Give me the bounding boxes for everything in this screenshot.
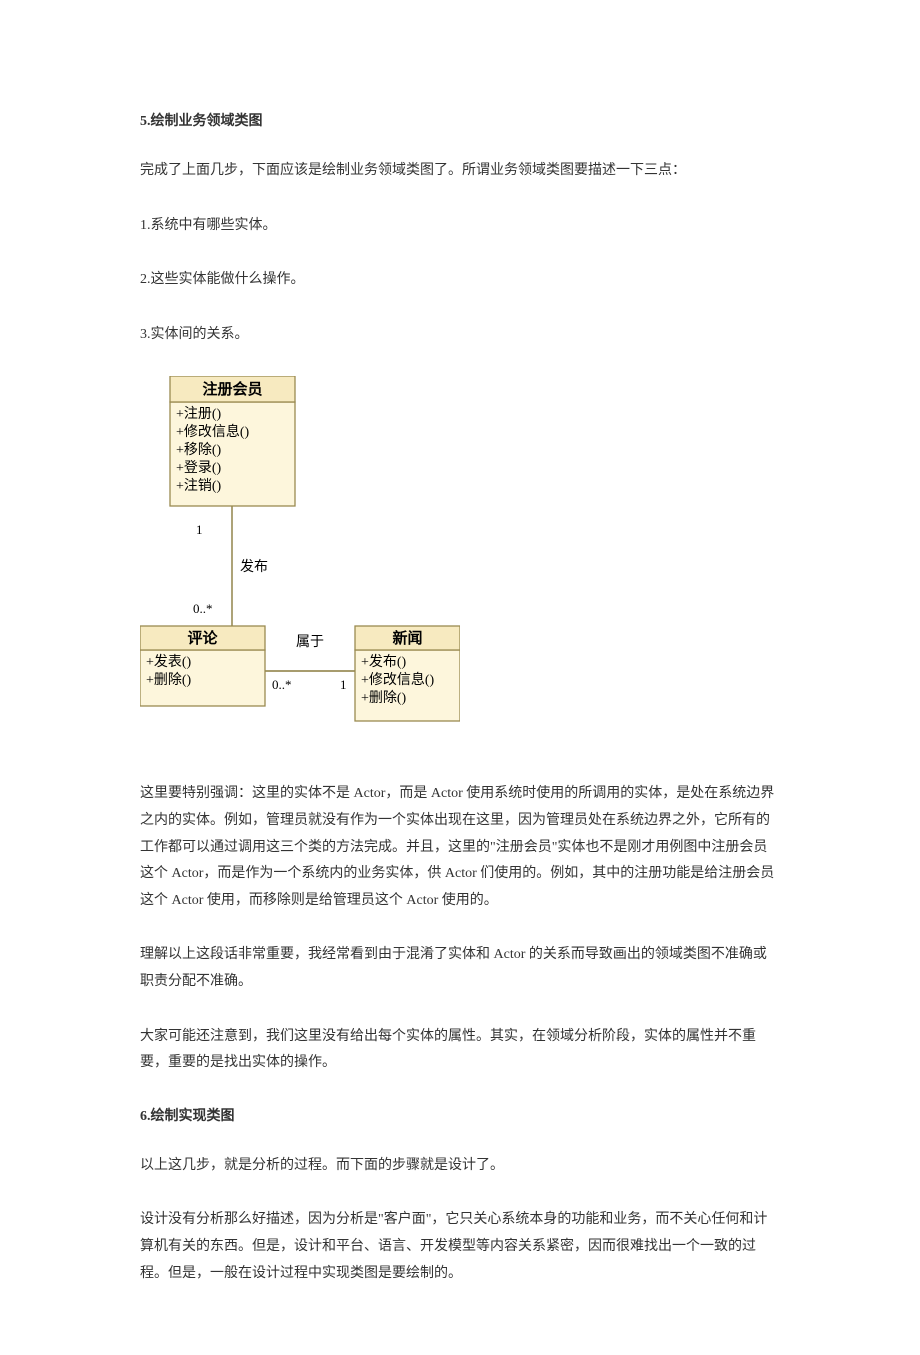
class-diagram: 注册会员+注册()+修改信息()+移除()+登录()+注销()评论+发表()+删… <box>140 376 780 751</box>
list-item-1: 1.系统中有哪些实体。 <box>140 213 780 240</box>
svg-text:+删除(): +删除() <box>146 672 192 688</box>
svg-text:注册会员: 注册会员 <box>202 380 262 398</box>
svg-text:属于: 属于 <box>296 635 324 650</box>
svg-text:1: 1 <box>196 522 203 537</box>
svg-text:+登录(): +登录() <box>176 460 222 476</box>
svg-text:+删除(): +删除() <box>361 690 407 706</box>
svg-text:新闻: 新闻 <box>392 629 422 647</box>
svg-text:0..*: 0..* <box>193 601 213 616</box>
svg-text:+发表(): +发表() <box>146 654 192 670</box>
intro-paragraph: 完成了上面几步，下面应该是绘制业务领域类图了。所谓业务领域类图要描述一下三点： <box>140 158 780 185</box>
section-6-heading: 6.绘制实现类图 <box>140 1105 780 1125</box>
svg-text:评论: 评论 <box>187 629 218 647</box>
design-paragraph-1: 以上这几步，就是分析的过程。而下面的步骤就是设计了。 <box>140 1153 780 1180</box>
svg-text:+修改信息(): +修改信息() <box>361 671 435 688</box>
svg-text:发布: 发布 <box>240 559 268 575</box>
svg-text:1: 1 <box>340 677 347 692</box>
list-item-2: 2.这些实体能做什么操作。 <box>140 267 780 294</box>
explain-paragraph-2: 理解以上这段话非常重要，我经常看到由于混淆了实体和 Actor 的关系而导致画出… <box>140 942 780 995</box>
svg-text:+注册(): +注册() <box>176 406 222 422</box>
uml-svg: 注册会员+注册()+修改信息()+移除()+登录()+注销()评论+发表()+删… <box>140 376 460 746</box>
explain-paragraph-1: 这里要特别强调：这里的实体不是 Actor，而是 Actor 使用系统时使用的所… <box>140 781 780 914</box>
design-paragraph-2: 设计没有分析那么好描述，因为分析是"客户面"，它只关心系统本身的功能和业务，而不… <box>140 1207 780 1287</box>
section-5-heading: 5.绘制业务领域类图 <box>140 110 780 130</box>
svg-text:+发布(): +发布() <box>361 654 407 670</box>
list-item-3: 3.实体间的关系。 <box>140 322 780 349</box>
svg-text:+移除(): +移除() <box>176 442 222 458</box>
svg-text:+注销(): +注销() <box>176 478 222 494</box>
svg-text:0..*: 0..* <box>272 677 292 692</box>
explain-paragraph-3: 大家可能还注意到，我们这里没有给出每个实体的属性。其实，在领域分析阶段，实体的属… <box>140 1024 780 1077</box>
svg-text:+修改信息(): +修改信息() <box>176 423 250 440</box>
